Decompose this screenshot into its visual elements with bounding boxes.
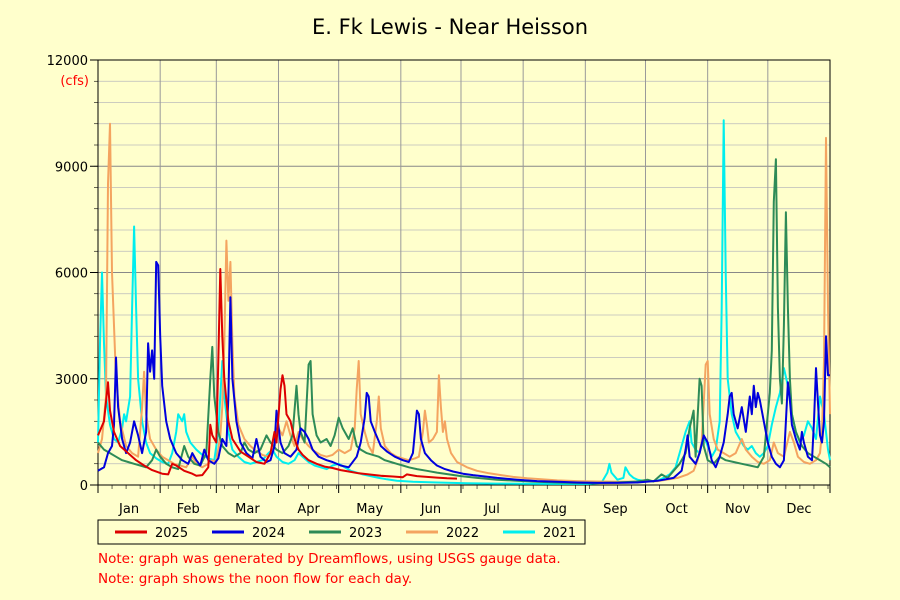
series-line-2023 — [97, 158, 831, 484]
note-generated-by: Note: graph was generated by Dreamflows,… — [98, 551, 561, 567]
x-tick-label: Jul — [483, 502, 500, 517]
y-tick-label: 0 — [80, 479, 88, 494]
x-tick-label: Apr — [297, 502, 320, 517]
y-tick-label: 9000 — [55, 160, 88, 175]
x-tick-label: Jun — [420, 502, 441, 517]
legend: 2025 2024 2023 2022 2021 — [97, 519, 586, 545]
axes: Jan Feb Mar Apr May Jun Jul Aug Sep Oct Nov Dec 0 300… — [47, 54, 831, 517]
y-tick-label: 3000 — [55, 373, 88, 388]
chart-title: E. Fk Lewis - Near Heisson — [312, 15, 588, 39]
legend-label-2021: 2021 — [543, 526, 576, 541]
y-axis-unit: (cfs) — [60, 74, 89, 89]
legend-label-2024: 2024 — [252, 526, 285, 541]
x-tick-label: Nov — [725, 502, 751, 517]
x-tick-label: Aug — [542, 502, 567, 517]
series-line-2024 — [97, 260, 830, 484]
y-tick-label: 12000 — [47, 54, 88, 69]
x-tick-label: Dec — [786, 502, 811, 517]
legend-label-2022: 2022 — [446, 526, 479, 541]
x-tick-label: May — [356, 502, 383, 517]
x-tick-label: Jan — [118, 502, 139, 517]
note-noon-flow: Note: graph shows the noon flow for each… — [98, 571, 412, 587]
legend-label-2023: 2023 — [349, 526, 382, 541]
x-tick-label: Oct — [665, 502, 687, 517]
y-tick-label: 6000 — [55, 267, 88, 282]
x-tick-label: Mar — [235, 502, 260, 517]
x-tick-label: Feb — [177, 502, 200, 517]
series-line-2025 — [97, 268, 458, 480]
legend-label-2025: 2025 — [155, 526, 188, 541]
x-tick-label: Sep — [603, 502, 628, 517]
series-lines — [97, 119, 831, 485]
